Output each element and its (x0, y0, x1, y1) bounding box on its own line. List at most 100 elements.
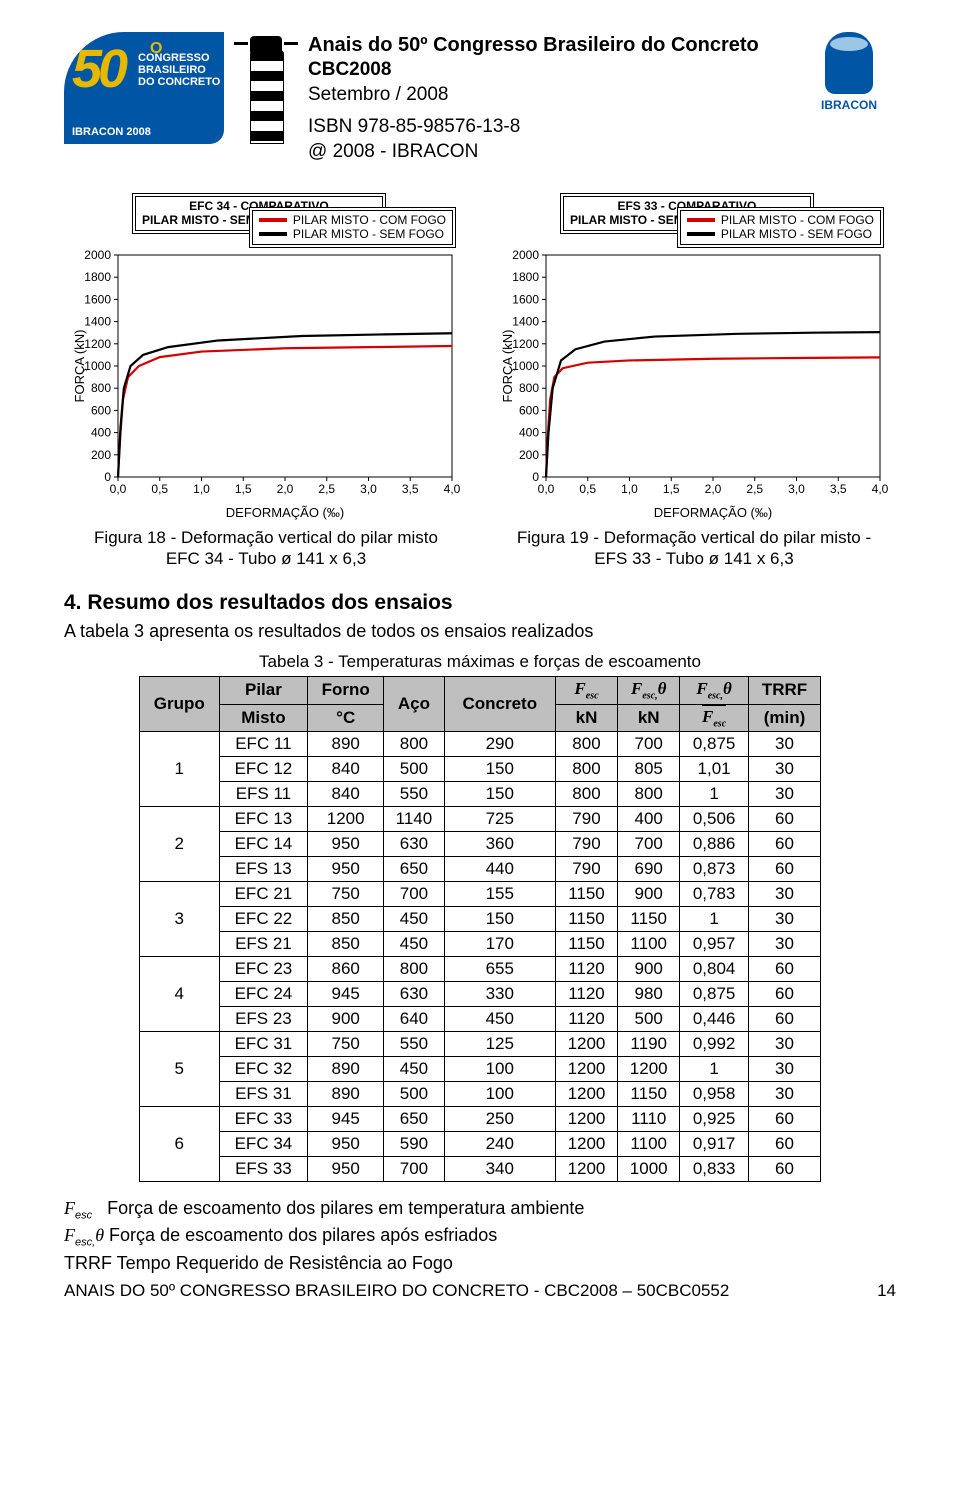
cell: EFC 13 (219, 807, 308, 832)
cell: 900 (618, 957, 680, 982)
cell: 150 (444, 757, 555, 782)
cell: EFS 13 (219, 857, 308, 882)
legend-label: PILAR MISTO - COM FOGO (293, 213, 446, 227)
header-text: Anais do 50º Congresso Brasileiro do Con… (308, 32, 786, 165)
cell: 0,958 (680, 1082, 749, 1107)
cell: EFC 21 (219, 882, 308, 907)
table-row: 4EFC 2386080065511209000,80460 (139, 957, 820, 982)
cell-grupo: 1 (139, 732, 219, 807)
cell: 1 (680, 1057, 749, 1082)
svg-text:DEFORMAÇÃO (‰): DEFORMAÇÃO (‰) (226, 505, 344, 520)
chart-legend-box: PILAR MISTO - COM FOGOPILAR MISTO - SEM … (249, 207, 456, 248)
cell: 1000 (618, 1157, 680, 1182)
cell: 725 (444, 807, 555, 832)
cell: 400 (618, 807, 680, 832)
svg-text:1400: 1400 (512, 314, 539, 328)
header-line2: CBC2008 (308, 58, 786, 83)
svg-text:2,0: 2,0 (705, 482, 722, 496)
cell: 60 (748, 1157, 820, 1182)
legend-label: PILAR MISTO - SEM FOGO (721, 227, 872, 241)
cell: EFS 23 (219, 1007, 308, 1032)
cell: 900 (308, 1007, 384, 1032)
cell: 60 (748, 1132, 820, 1157)
cell: 500 (384, 757, 445, 782)
cell: 30 (748, 1057, 820, 1082)
cell: EFS 11 (219, 782, 308, 807)
cell-grupo: 5 (139, 1032, 219, 1107)
cell: 0,783 (680, 882, 749, 907)
cell: 340 (444, 1157, 555, 1182)
svg-text:2,5: 2,5 (746, 482, 763, 496)
cell: 0,804 (680, 957, 749, 982)
cell: 1150 (618, 907, 680, 932)
chart-left-caption-a: Figura 18 - Deformação vertical do pilar… (94, 528, 438, 547)
svg-text:1800: 1800 (84, 270, 111, 284)
footer-text: ANAIS DO 50º CONGRESSO BRASILEIRO DO CON… (64, 1281, 729, 1301)
cell: EFC 12 (219, 757, 308, 782)
cell: 950 (308, 1132, 384, 1157)
chart-legend-box: PILAR MISTO - COM FOGOPILAR MISTO - SEM … (677, 207, 884, 248)
th-grupo: Grupo (139, 677, 219, 732)
svg-text:1200: 1200 (512, 337, 539, 351)
svg-text:0,5: 0,5 (151, 482, 168, 496)
cell: 1140 (384, 807, 445, 832)
cell: 30 (748, 907, 820, 932)
th-fesctheta: Fesc,θ (618, 677, 680, 704)
cell: 630 (384, 832, 445, 857)
svg-text:2000: 2000 (84, 248, 111, 262)
chart-right-caption-a: Figura 19 - Deformação vertical do pilar… (517, 528, 871, 547)
cell: 30 (748, 1032, 820, 1057)
svg-text:2000: 2000 (512, 248, 539, 262)
cell: 290 (444, 732, 555, 757)
cell-grupo: 3 (139, 882, 219, 957)
cell: 800 (618, 782, 680, 807)
table-row: 6EFC 33945650250120011100,92560 (139, 1107, 820, 1132)
cell: 1200 (555, 1057, 617, 1082)
cell: EFC 23 (219, 957, 308, 982)
cell: 150 (444, 907, 555, 932)
cell: 1150 (555, 882, 617, 907)
cell: 750 (308, 1032, 384, 1057)
cell: 790 (555, 857, 617, 882)
cell: 630 (384, 982, 445, 1007)
section-heading: 4. Resumo dos resultados dos ensaios (64, 591, 896, 615)
table-row: EFS 139506504407906900,87360 (139, 857, 820, 882)
svg-text:1400: 1400 (84, 314, 111, 328)
th-misto: Misto (219, 704, 308, 731)
cell: EFC 11 (219, 732, 308, 757)
cell: 860 (308, 957, 384, 982)
table-row: EFS 33950700340120010000,83360 (139, 1157, 820, 1182)
svg-text:1800: 1800 (512, 270, 539, 284)
cell: 1 (680, 782, 749, 807)
page: 50 O CONGRESSO BRASILEIRO DO CONCRETO IB… (0, 0, 960, 1486)
svg-text:200: 200 (91, 448, 111, 462)
svg-text:FORÇA (kN): FORÇA (kN) (500, 329, 515, 402)
svg-text:4,0: 4,0 (872, 482, 889, 496)
logo-text: CONGRESSO BRASILEIRO DO CONCRETO (138, 52, 220, 88)
chart-left-caption-b: EFC 34 - Tubo ø 141 x 6,3 (166, 549, 366, 568)
th-ratio2: Fesc (680, 704, 749, 731)
svg-text:2,0: 2,0 (277, 482, 294, 496)
cell: 650 (384, 1107, 445, 1132)
cell: 890 (308, 1057, 384, 1082)
cell: 60 (748, 1107, 820, 1132)
table-row: 2EFC 13120011407257904000,50660 (139, 807, 820, 832)
cell: 0,506 (680, 807, 749, 832)
svg-text:1000: 1000 (512, 359, 539, 373)
cell: 790 (555, 807, 617, 832)
table-row: 1EFC 118908002908007000,87530 (139, 732, 820, 757)
cell: 1200 (555, 1032, 617, 1057)
svg-text:800: 800 (91, 381, 111, 395)
svg-text:600: 600 (519, 403, 539, 417)
ibracon-logo: IBRACON (802, 32, 896, 112)
cell: EFC 34 (219, 1132, 308, 1157)
chart-left-caption: Figura 18 - Deformação vertical do pilar… (64, 527, 468, 570)
cell: 30 (748, 932, 820, 957)
ibracon-label: IBRACON (802, 98, 896, 112)
cell: 700 (384, 1157, 445, 1182)
cell: 640 (384, 1007, 445, 1032)
svg-text:0,0: 0,0 (110, 482, 127, 496)
cell: 700 (384, 882, 445, 907)
cell: 550 (384, 1032, 445, 1057)
cylinder-icon (825, 32, 873, 94)
